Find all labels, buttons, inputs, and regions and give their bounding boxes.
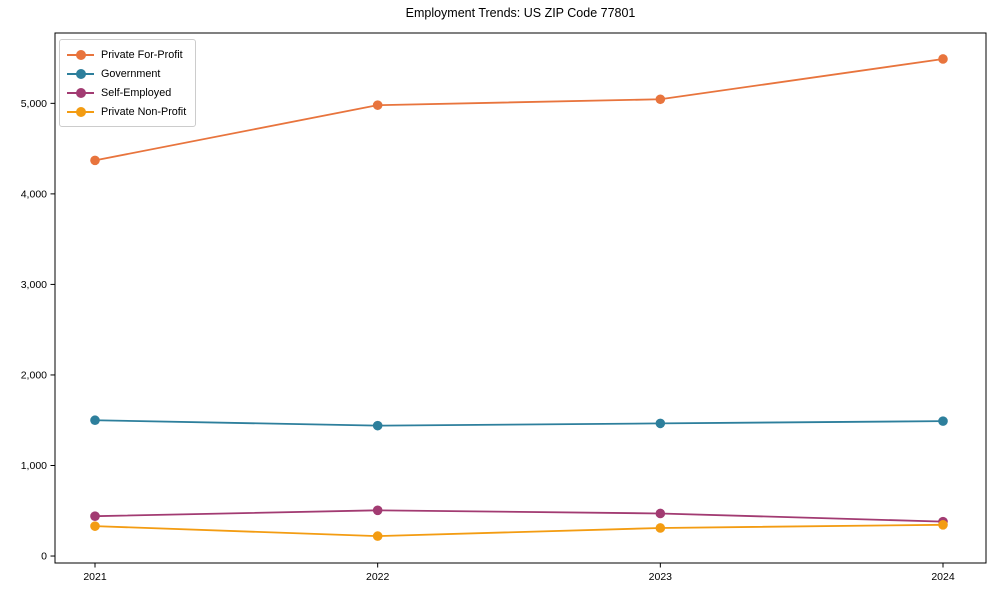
- y-tick-label: 1,000: [21, 460, 47, 472]
- y-tick-label: 0: [41, 551, 47, 563]
- data-point: [655, 523, 666, 533]
- data-point: [655, 94, 666, 105]
- data-point: [372, 100, 383, 110]
- legend-marker-icon: [67, 68, 94, 79]
- data-point: [938, 54, 948, 64]
- data-point: [372, 531, 383, 541]
- x-tick-label: 2022: [366, 571, 390, 583]
- legend-label: Self-Employed: [101, 86, 172, 99]
- legend-item-self-employed: Self-Employed: [67, 83, 186, 102]
- x-tick-label: 2021: [83, 571, 107, 583]
- data-point: [938, 519, 948, 530]
- data-point: [90, 155, 100, 166]
- x-tick-label: 2023: [649, 571, 673, 583]
- y-tick-label: 5,000: [21, 98, 47, 110]
- data-point: [938, 416, 948, 426]
- series-line-government: [94, 419, 944, 427]
- chart-title: Employment Trends: US ZIP Code 77801: [405, 6, 636, 20]
- y-tick-label: 3,000: [21, 279, 47, 291]
- series-line-private-for-profit: [94, 58, 944, 162]
- legend-marker-icon: [67, 49, 94, 60]
- series-line-private-non-profit: [94, 523, 944, 538]
- legend-label: Private For-Profit: [101, 48, 183, 61]
- axes-box: [54, 32, 987, 564]
- legend: Private For-Profit Government Self-Employe…: [59, 39, 197, 127]
- data-point: [90, 415, 100, 426]
- series-line-self-employed: [94, 509, 944, 523]
- data-point: [655, 508, 666, 519]
- legend-marker-icon: [67, 106, 94, 117]
- y-tick-label: 4,000: [21, 188, 47, 200]
- legend-marker-icon: [67, 87, 94, 98]
- data-point: [372, 420, 383, 431]
- data-point: [90, 511, 100, 521]
- legend-item-government: Government: [67, 64, 186, 83]
- data-point: [655, 418, 666, 429]
- x-tick-label: 2024: [931, 571, 955, 583]
- data-point: [372, 505, 383, 516]
- legend-item-private-for-profit: Private For-Profit: [67, 45, 186, 64]
- legend-label: Private Non-Profit: [101, 105, 187, 118]
- legend-label: Government: [101, 67, 161, 80]
- y-tick-label: 2,000: [21, 370, 47, 382]
- data-point: [90, 521, 100, 531]
- legend-item-private-non-profit: Private Non-Profit: [67, 102, 186, 121]
